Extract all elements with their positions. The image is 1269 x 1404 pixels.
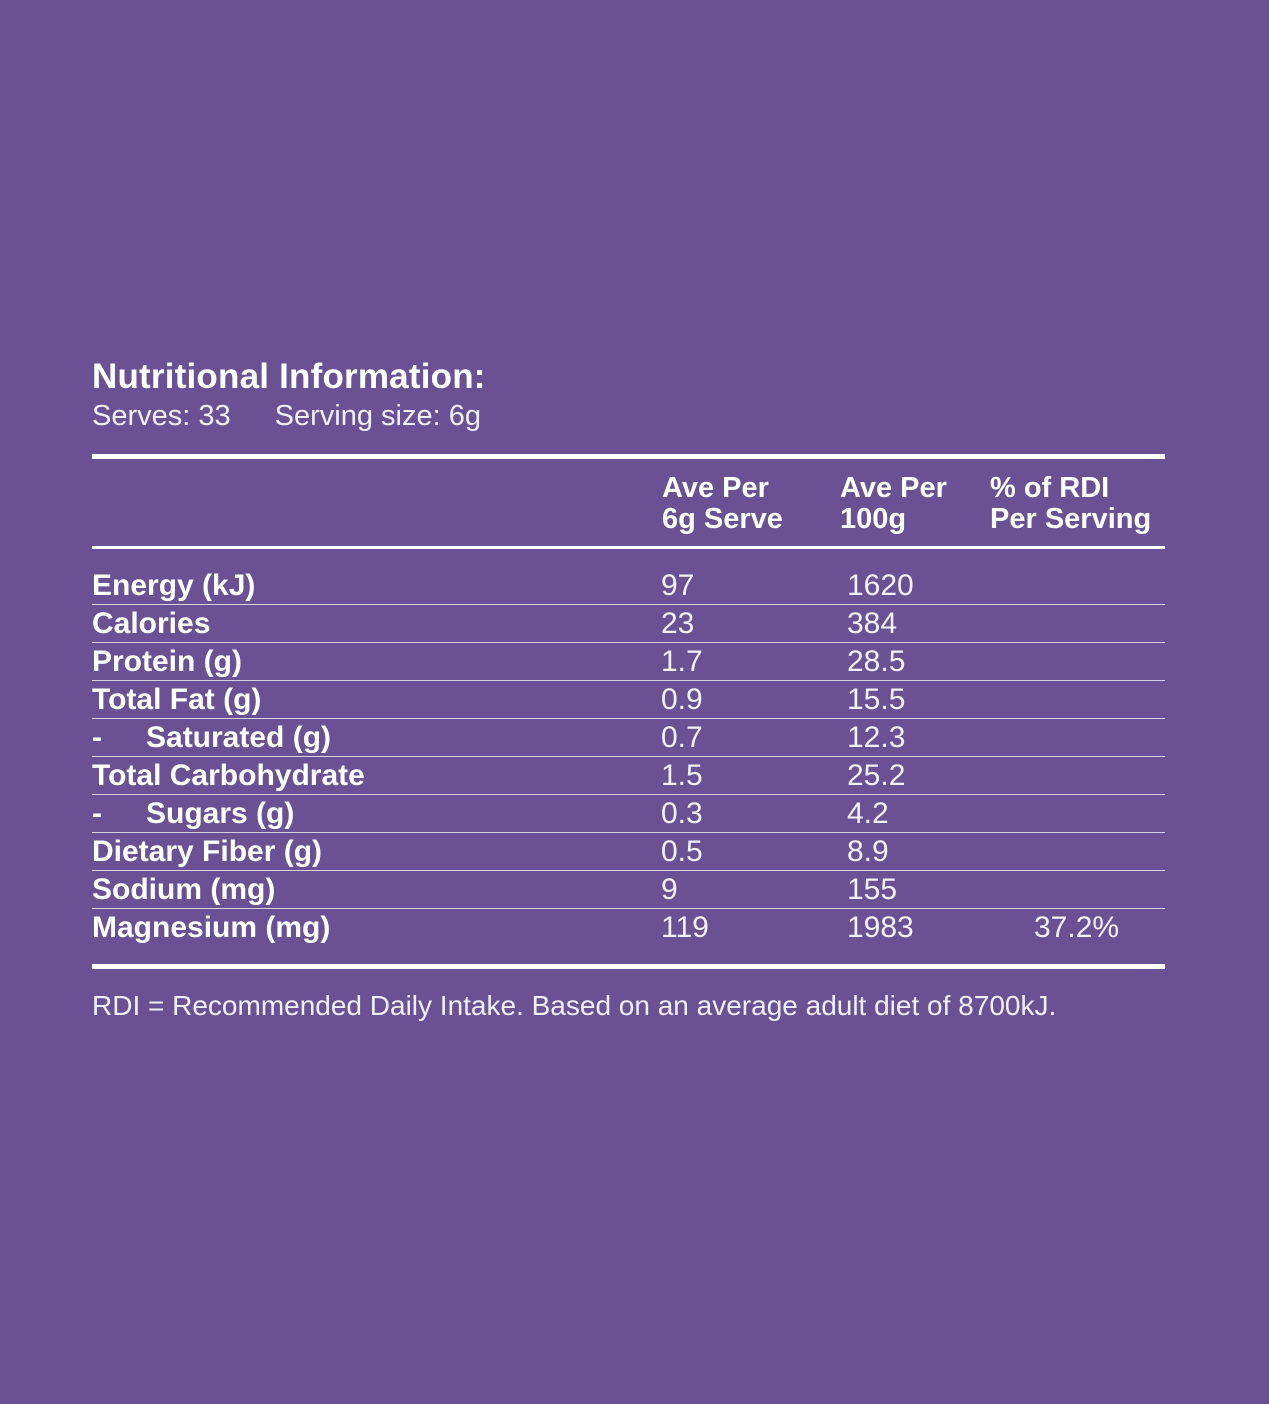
table-row: - Sugars (g) 0.3 4.2 (92, 795, 1165, 832)
per-serve-value: 1.5 (661, 759, 703, 792)
serves-count: Serves: 33 (92, 400, 231, 432)
nutrient-name: Protein (g) (92, 645, 242, 678)
per-serve-value: 9 (661, 873, 678, 906)
header-rdi-line1: % of RDI (990, 472, 1110, 504)
header-rule (92, 546, 1165, 549)
table-row: Protein (g) 1.7 28.5 (92, 643, 1165, 680)
table-row: Total Carbohydrate 1.5 25.2 (92, 757, 1165, 794)
rdi-value: 37.2% (1034, 911, 1120, 944)
per-serve-value: 0.3 (661, 797, 703, 830)
panel-title: Nutritional Information: (92, 357, 486, 396)
nutrient-name: Sodium (mg) (92, 873, 276, 906)
sub-item-dash: - (92, 721, 102, 754)
per-100g-value: 28.5 (847, 645, 906, 678)
table-row: Magnesium (mg) 119 1983 37.2% (92, 909, 1165, 946)
per-100g-value: 25.2 (847, 759, 906, 792)
nutrient-name: - Sugars (g) (92, 797, 295, 830)
row-divider (92, 870, 1165, 871)
header-rdi-line2: Per Serving (990, 503, 1152, 535)
header-per-100g-line1: Ave Per (840, 472, 947, 504)
header-per-serve: Ave Per 6g Serve (662, 473, 783, 535)
table-row: Sodium (mg) 9 155 (92, 871, 1165, 908)
header-per-serve-line2: 6g Serve (662, 503, 783, 535)
nutrient-name: - Saturated (g) (92, 721, 332, 754)
per-serve-value: 0.9 (661, 683, 703, 716)
per-100g-value: 15.5 (847, 683, 906, 716)
row-divider (92, 680, 1165, 681)
header-rdi: % of RDI Per Serving (990, 473, 1151, 535)
row-divider (92, 908, 1165, 909)
per-serve-value: 0.5 (661, 835, 703, 868)
top-rule (92, 454, 1165, 459)
table-row: Energy (kJ) 97 1620 (92, 567, 1165, 604)
per-100g-value: 1983 (847, 911, 914, 944)
table-row: Calories 23 384 (92, 605, 1165, 642)
nutrient-name: Total Fat (g) (92, 683, 262, 716)
row-divider (92, 718, 1165, 719)
per-100g-value: 4.2 (847, 797, 889, 830)
rdi-footnote: RDI = Recommended Daily Intake. Based on… (92, 990, 1057, 1021)
nutrient-name: Total Carbohydrate (92, 759, 365, 792)
nutrient-name: Dietary Fiber (g) (92, 835, 323, 868)
serving-info: Serves: 33 Serving size: 6g (92, 398, 1165, 434)
sub-item-dash: - (92, 797, 102, 830)
row-divider (92, 756, 1165, 757)
serving-size: Serving size: 6g (274, 400, 481, 432)
header-per-100g: Ave Per 100g (840, 473, 947, 535)
header-per-100g-line2: 100g (840, 503, 907, 535)
nutrition-panel: Nutritional Information: Serves: 33 Servi… (92, 356, 1165, 1023)
per-100g-value: 1620 (847, 569, 914, 602)
nutrient-name: Magnesium (mg) (92, 911, 331, 944)
per-100g-value: 8.9 (847, 835, 889, 868)
row-divider (92, 794, 1165, 795)
per-serve-value: 23 (661, 607, 695, 640)
per-serve-value: 1.7 (661, 645, 703, 678)
table-row: Total Fat (g) 0.9 15.5 (92, 681, 1165, 718)
per-serve-value: 97 (661, 569, 695, 602)
row-divider (92, 604, 1165, 605)
table-header: Ave Per 6g Serve Ave Per 100g % of RDI P… (92, 459, 1165, 546)
per-100g-value: 155 (847, 873, 898, 906)
nutrient-name: Calories (92, 607, 211, 640)
nutrient-name: Energy (kJ) (92, 569, 256, 602)
row-divider (92, 832, 1165, 833)
per-serve-value: 0.7 (661, 721, 703, 754)
nutrient-rows: Energy (kJ) 97 1620 Calories 23 384 Prot… (92, 549, 1165, 946)
per-100g-value: 384 (847, 607, 898, 640)
header-per-serve-line1: Ave Per (662, 472, 769, 504)
row-divider (92, 642, 1165, 643)
per-100g-value: 12.3 (847, 721, 906, 754)
per-serve-value: 119 (661, 911, 709, 944)
bottom-rule (92, 964, 1165, 969)
table-row: Dietary Fiber (g) 0.5 8.9 (92, 833, 1165, 870)
table-row: - Saturated (g) 0.7 12.3 (92, 719, 1165, 756)
